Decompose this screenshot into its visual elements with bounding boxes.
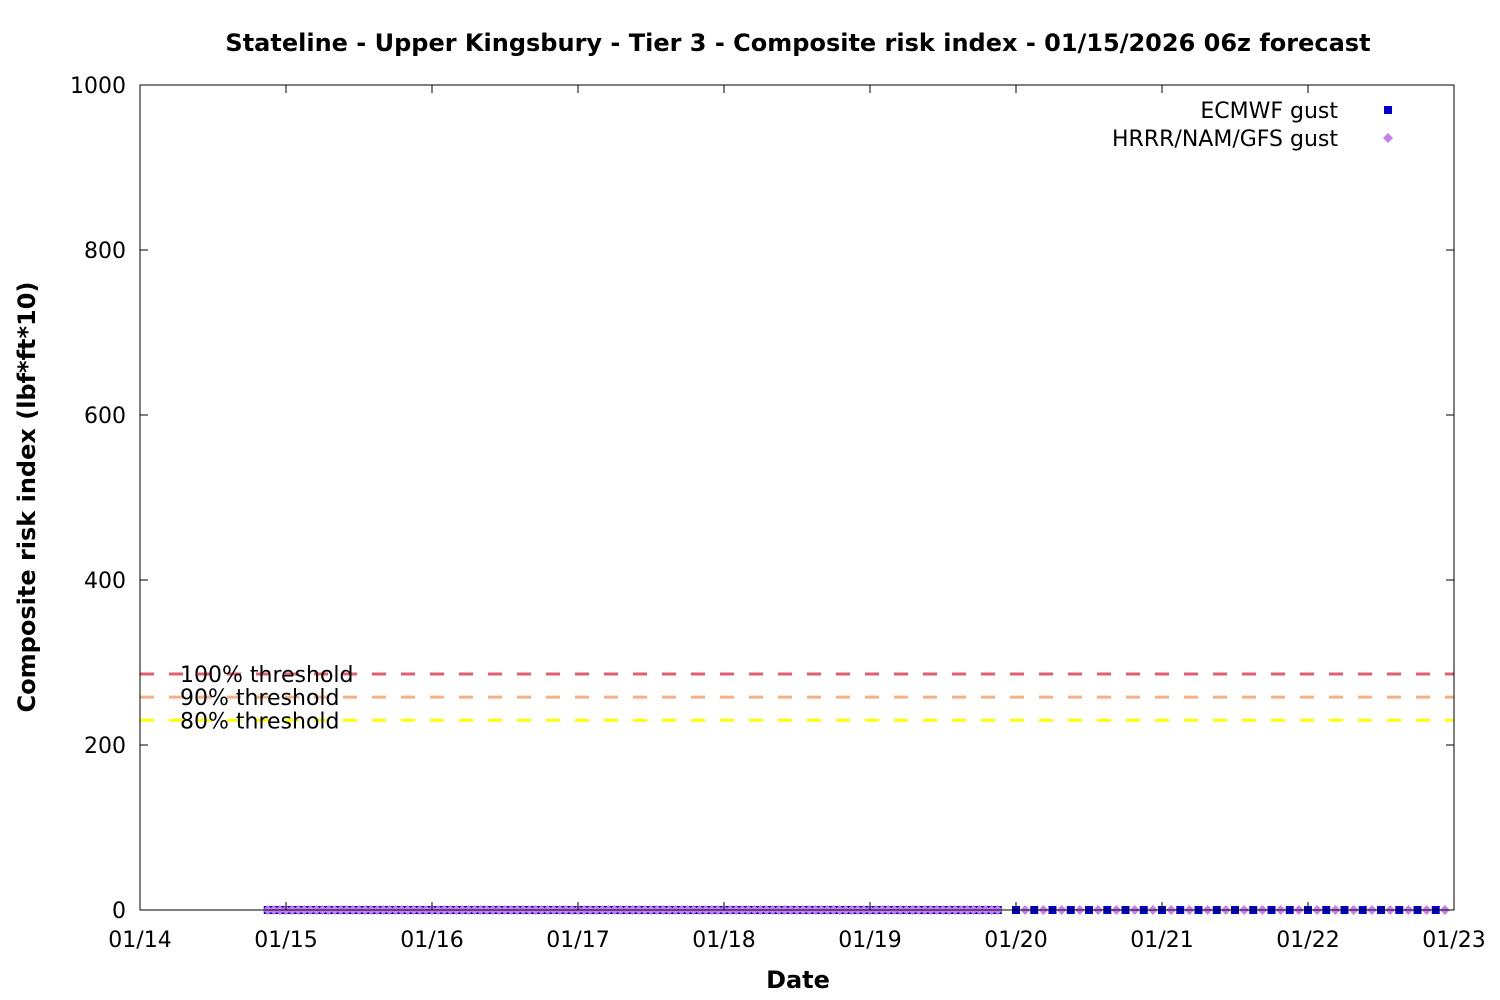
x-tick-label: 01/22 bbox=[1276, 928, 1339, 953]
threshold-label: 80% threshold bbox=[180, 709, 340, 734]
legend: ECMWF gust HRRR/NAM/GFS gust bbox=[1112, 99, 1393, 152]
chart-title: Stateline - Upper Kingsbury - Tier 3 - C… bbox=[225, 29, 1370, 57]
x-tick-label: 01/21 bbox=[1130, 928, 1193, 953]
y-tick-label: 0 bbox=[112, 899, 126, 924]
x-tick-label: 01/18 bbox=[692, 928, 755, 953]
y-axis-label: Composite risk index (lbf*ft*10) bbox=[13, 282, 41, 713]
legend-square-marker bbox=[1384, 106, 1392, 114]
x-tick-label: 01/14 bbox=[108, 928, 171, 953]
axis-ticks: 01/14 01/15 01/16 01/17 01/18 01/19 01/20 01/21… bbox=[70, 74, 1486, 953]
y-tick-label: 1000 bbox=[70, 74, 126, 99]
x-axis-label: Date bbox=[766, 966, 830, 994]
legend-label: ECMWF gust bbox=[1200, 99, 1338, 124]
y-tick-label: 400 bbox=[84, 569, 126, 594]
plot-frame bbox=[139, 84, 1455, 911]
x-tick-label: 01/20 bbox=[984, 928, 1047, 953]
legend-label: HRRR/NAM/GFS gust bbox=[1112, 127, 1338, 152]
threshold-label: 90% threshold bbox=[180, 686, 340, 711]
x-tick-label: 01/17 bbox=[546, 928, 609, 953]
y-tick-label: 600 bbox=[84, 404, 126, 429]
y-tick-label: 200 bbox=[84, 734, 126, 759]
x-tick-label: 01/19 bbox=[838, 928, 901, 953]
x-tick-label: 01/15 bbox=[254, 928, 317, 953]
x-tick-label: 01/23 bbox=[1422, 928, 1485, 953]
legend-diamond-marker bbox=[1383, 133, 1393, 143]
threshold-label: 100% threshold bbox=[180, 663, 354, 688]
y-tick-label: 800 bbox=[84, 239, 126, 264]
x-tick-label: 01/16 bbox=[400, 928, 463, 953]
